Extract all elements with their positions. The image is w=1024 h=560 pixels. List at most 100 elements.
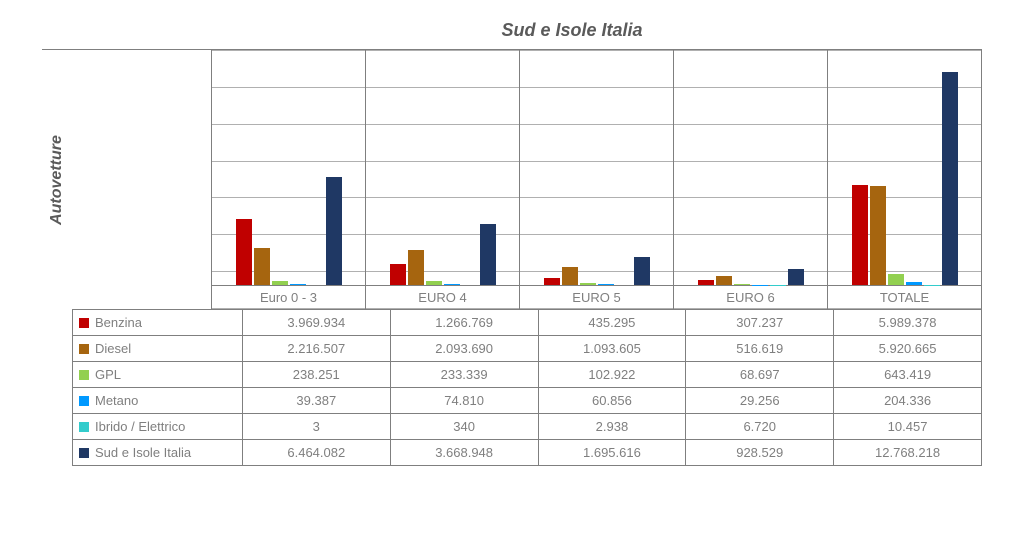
bar (734, 284, 750, 285)
table-row: Benzina 3.969.9341.266.769435.295307.2375… (73, 310, 982, 336)
legend-spacer (72, 50, 212, 309)
value-cell: 204.336 (834, 388, 982, 414)
value-cell: 307.237 (686, 310, 834, 336)
bar (254, 248, 270, 285)
value-cell: 516.619 (686, 336, 834, 362)
value-cell: 74.810 (390, 388, 538, 414)
category-label: EURO 5 (520, 285, 673, 309)
series-label-cell: GPL (73, 362, 243, 388)
value-cell: 2.216.507 (242, 336, 390, 362)
series-label-cell: Ibrido / Elettrico (73, 414, 243, 440)
value-cell: 1.266.769 (390, 310, 538, 336)
chart-title: Sud e Isole Italia (42, 20, 982, 41)
bar (580, 283, 596, 285)
bar (888, 274, 904, 285)
series-label-cell: Sud e Isole Italia (73, 440, 243, 466)
data-table: Benzina 3.969.9341.266.769435.295307.2375… (72, 309, 982, 466)
table-row: Ibrido / Elettrico 33402.9386.72010.457 (73, 414, 982, 440)
value-cell: 1.093.605 (538, 336, 686, 362)
bar (634, 257, 650, 285)
value-cell: 3.969.934 (242, 310, 390, 336)
bar-cluster (828, 50, 981, 285)
bar (290, 284, 306, 285)
value-cell: 2.093.690 (390, 336, 538, 362)
bar-cluster (366, 50, 519, 285)
value-cell: 928.529 (686, 440, 834, 466)
y-axis-label: Autovetture (48, 135, 66, 225)
y-axis-label-wrap: Autovetture (42, 50, 72, 309)
category-group: EURO 4 (366, 50, 520, 309)
bar (716, 276, 732, 285)
category-label: Euro 0 - 3 (212, 285, 365, 309)
bar (236, 219, 252, 285)
legend-swatch (79, 396, 89, 406)
series-name: Benzina (95, 315, 142, 330)
legend-swatch (79, 370, 89, 380)
series-name: Ibrido / Elettrico (95, 419, 185, 434)
bar (788, 269, 804, 285)
value-cell: 3.668.948 (390, 440, 538, 466)
series-name: GPL (95, 367, 121, 382)
chart-container: Sud e Isole Italia Autovetture Euro 0 - … (42, 20, 982, 466)
legend-swatch (79, 422, 89, 432)
legend-swatch (79, 344, 89, 354)
legend-swatch (79, 448, 89, 458)
bar (444, 284, 460, 285)
value-cell: 1.695.616 (538, 440, 686, 466)
bar (562, 267, 578, 285)
value-cell: 233.339 (390, 362, 538, 388)
value-cell: 2.938 (538, 414, 686, 440)
bar (598, 284, 614, 285)
bar (942, 72, 958, 285)
value-cell: 3 (242, 414, 390, 440)
plot-area: Euro 0 - 3EURO 4EURO 5EURO 6TOTALE (212, 50, 982, 309)
table-row: Diesel 2.216.5072.093.6901.093.605516.619… (73, 336, 982, 362)
bar (426, 281, 442, 285)
bar (870, 186, 886, 285)
value-cell: 340 (390, 414, 538, 440)
series-name: Diesel (95, 341, 131, 356)
value-cell: 5.920.665 (834, 336, 982, 362)
value-cell: 102.922 (538, 362, 686, 388)
value-cell: 39.387 (242, 388, 390, 414)
plot-row: Autovetture Euro 0 - 3EURO 4EURO 5EURO 6… (42, 49, 982, 309)
value-cell: 643.419 (834, 362, 982, 388)
category-group: TOTALE (828, 50, 982, 309)
value-cell: 238.251 (242, 362, 390, 388)
bar (480, 224, 496, 285)
value-cell: 5.989.378 (834, 310, 982, 336)
series-label-cell: Metano (73, 388, 243, 414)
value-cell: 29.256 (686, 388, 834, 414)
bar (852, 185, 868, 285)
bar (544, 278, 560, 285)
table-row: GPL 238.251233.339102.92268.697643.419 (73, 362, 982, 388)
category-label: EURO 6 (674, 285, 827, 309)
category-group: EURO 6 (674, 50, 828, 309)
category-group: EURO 5 (520, 50, 674, 309)
table-row: Metano 39.38774.81060.85629.256204.336 (73, 388, 982, 414)
category-label: EURO 4 (366, 285, 519, 309)
category-label: TOTALE (828, 285, 981, 309)
bar-cluster (674, 50, 827, 285)
bar-cluster (520, 50, 673, 285)
bar (272, 281, 288, 285)
bar (390, 264, 406, 285)
value-cell: 6.464.082 (242, 440, 390, 466)
value-cell: 60.856 (538, 388, 686, 414)
value-cell: 12.768.218 (834, 440, 982, 466)
series-name: Sud e Isole Italia (95, 445, 191, 460)
series-label-cell: Diesel (73, 336, 243, 362)
series-label-cell: Benzina (73, 310, 243, 336)
table-row: Sud e Isole Italia 6.464.0823.668.9481.69… (73, 440, 982, 466)
value-cell: 10.457 (834, 414, 982, 440)
series-name: Metano (95, 393, 138, 408)
category-group: Euro 0 - 3 (212, 50, 366, 309)
value-cell: 435.295 (538, 310, 686, 336)
value-cell: 6.720 (686, 414, 834, 440)
bar-cluster (212, 50, 365, 285)
legend-swatch (79, 318, 89, 328)
bar (326, 177, 342, 285)
bar (906, 282, 922, 285)
bar (408, 250, 424, 285)
value-cell: 68.697 (686, 362, 834, 388)
